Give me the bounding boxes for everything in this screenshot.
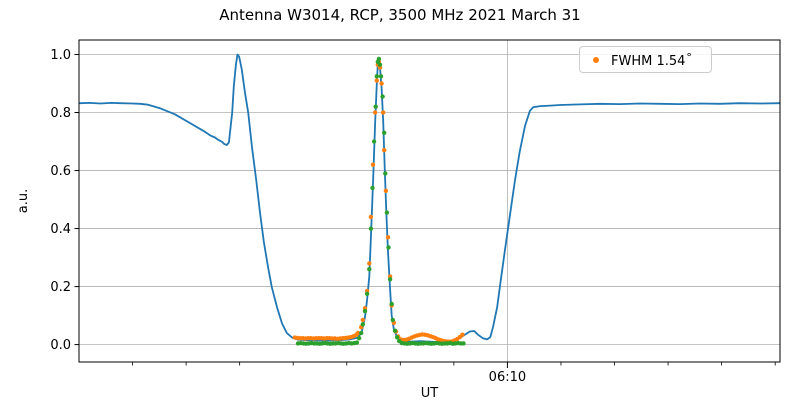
data-sample-markers-point <box>370 185 375 191</box>
y-tick-label: 0.8 <box>50 106 71 121</box>
data-sample-markers-point <box>368 226 374 231</box>
y-tick-label: 0.6 <box>50 164 71 179</box>
fwhm-fit-markers-point <box>460 332 465 337</box>
data-sample-markers-point <box>373 104 378 109</box>
fwhm-fit-markers-point <box>370 162 376 167</box>
fwhm-fit-markers-point <box>367 261 372 266</box>
fwhm-fit-markers-point <box>368 214 374 220</box>
legend-marker-icon <box>593 56 599 63</box>
data-sample-markers-point <box>394 335 400 340</box>
data-sample-markers-point <box>376 56 382 62</box>
x-tick-label: 06:10 <box>489 370 526 385</box>
fwhm-fit-markers-point <box>374 78 379 83</box>
legend-label: FWHM 1.54° <box>611 50 692 69</box>
data-sample-markers-point <box>382 130 387 135</box>
data-sample-markers-point <box>378 74 384 79</box>
data-sample-markers-point <box>387 277 393 282</box>
y-tick-label: 1.0 <box>50 48 71 63</box>
fwhm-fit-markers-point <box>379 81 384 86</box>
y-axis-label: a.u. <box>16 189 31 213</box>
data-sample-markers-point <box>389 301 394 307</box>
y-tick-label: 0.2 <box>50 280 71 295</box>
chart-title: Antenna W3014, RCP, 3500 MHz 2021 March … <box>219 6 581 24</box>
signal-trace-line <box>79 53 781 344</box>
data-sample-markers-point <box>461 341 466 346</box>
data-sample-markers-point <box>354 340 360 345</box>
data-sample-markers-point <box>371 139 377 144</box>
fwhm-fit-markers-point <box>383 188 389 193</box>
data-sample-markers-point <box>380 94 385 99</box>
fwhm-fit-markers-point <box>385 235 391 240</box>
data-sample-markers-point <box>359 330 364 336</box>
legend: FWHM 1.54° <box>579 46 712 73</box>
data-sample-markers-point <box>386 245 391 250</box>
fwhm-fit-markers-point <box>382 148 387 153</box>
data-sample-markers-point <box>362 309 368 314</box>
x-axis-label: UT <box>421 386 439 400</box>
data-sample-markers-point <box>367 267 372 272</box>
data-sample-markers-point <box>377 62 383 67</box>
fwhm-fit-markers-point <box>372 110 378 115</box>
data-sample-markers-point <box>374 74 379 79</box>
data-sample-markers-point <box>384 210 390 215</box>
data-sample-markers-point <box>392 328 398 333</box>
data-sample-markers-point <box>360 322 365 327</box>
fwhm-fit-markers-point <box>355 330 361 336</box>
y-tick-label: 0.0 <box>50 338 71 353</box>
data-sample-markers-point <box>390 317 395 323</box>
data-sample-markers-point <box>356 336 362 341</box>
fwhm-fit-markers-point <box>381 110 386 115</box>
data-sample-markers-point <box>364 291 370 296</box>
data-sample-markers-point <box>383 171 388 176</box>
degree-symbol: ° <box>686 50 692 64</box>
plot-border <box>78 39 781 363</box>
y-tick-label: 0.4 <box>50 222 71 237</box>
fwhm-fit-markers-point <box>360 317 365 323</box>
